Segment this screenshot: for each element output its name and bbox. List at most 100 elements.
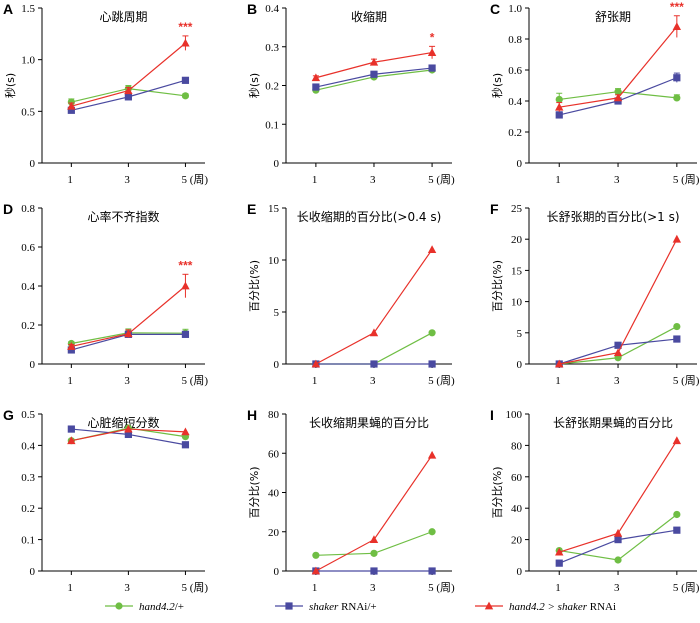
- x-tick-label: 3: [370, 582, 376, 594]
- data-point: [124, 424, 133, 433]
- data-point: [614, 556, 622, 564]
- x-tick-label: 5 (周): [673, 581, 700, 594]
- data-point: [555, 102, 564, 111]
- data-point: [555, 359, 564, 368]
- panel-title: 舒张期: [595, 10, 631, 24]
- data-point: [555, 111, 563, 119]
- data-point: [673, 335, 681, 343]
- y-tick-label: 0.4: [265, 3, 279, 15]
- legend-item-hand: hand4.2/+: [105, 601, 184, 613]
- x-tick-label: 3: [124, 174, 130, 186]
- significance-marker: ***: [178, 258, 192, 272]
- y-tick-label: 0.5: [21, 106, 35, 118]
- x-tick-label: 1: [67, 375, 73, 387]
- data-point: [555, 559, 563, 567]
- y-tick-label: 5: [274, 307, 280, 319]
- x-tick-label: 5 (周): [673, 173, 700, 186]
- series-hand: [555, 88, 681, 106]
- legend: hand4.2/+ shaker RNAi/+ hand4.2 > shaker R…: [105, 601, 616, 613]
- panel-title: 心率不齐指数: [87, 209, 159, 224]
- series-cross: [67, 424, 190, 445]
- x-tick-label: 3: [370, 375, 376, 387]
- data-point: [673, 526, 681, 534]
- series-cross: [555, 234, 682, 368]
- x-tick-label: 3: [124, 582, 130, 594]
- legend-label: hand4.2/+: [139, 601, 184, 613]
- data-point: [312, 551, 320, 559]
- data-point: [672, 436, 682, 445]
- y-tick-label: 0.4: [508, 96, 522, 108]
- x-tick-label: 1: [555, 375, 561, 387]
- y-tick-label: 0: [30, 359, 36, 371]
- panel-title: 收缩期: [351, 9, 387, 24]
- series-cross: [311, 450, 437, 575]
- legend-label: hand4.2 > shaker RNAi: [509, 601, 616, 613]
- y-tick-label: 60: [511, 472, 523, 484]
- series-cross: [67, 35, 190, 110]
- data-point: [181, 76, 190, 84]
- data-point: [555, 547, 564, 556]
- data-point: [613, 93, 623, 102]
- y-tick-label: 80: [268, 409, 280, 421]
- y-tick-label: 0.2: [265, 81, 279, 93]
- y-tick-label: 15: [268, 203, 280, 215]
- y-tick-label: 0: [274, 158, 280, 170]
- y-axis-label: 秒(s): [490, 73, 504, 98]
- panel-d: 0 0.2 0.4 0.6 0.8 1 3 5 (周) D 心率不齐指数 ***: [3, 201, 208, 387]
- x-tick-label: 5 (周): [428, 173, 455, 186]
- y-tick-label: 0.6: [21, 242, 35, 254]
- y-tick-label: 1.5: [21, 3, 35, 15]
- y-tick-label: 0.1: [265, 119, 279, 131]
- x-tick-label: 1: [312, 174, 318, 186]
- data-point: [370, 549, 378, 557]
- data-point: [428, 360, 436, 368]
- x-tick-label: 1: [312, 375, 318, 387]
- data-point: [370, 70, 378, 78]
- y-tick-label: 60: [268, 448, 280, 460]
- y-axis-label: 百分比(%): [248, 260, 261, 312]
- y-tick-label: 40: [268, 488, 280, 500]
- legend-marker: [484, 601, 494, 610]
- y-tick-label: 0.8: [21, 203, 35, 215]
- panel-f: 0 5 10 15 20 25 1 3 5 (周) F 长舒张期的百分比(>1 s) 百分比(%): [490, 201, 700, 387]
- data-point: [181, 281, 190, 290]
- data-point: [614, 88, 622, 96]
- y-tick-label: 25: [511, 203, 523, 215]
- legend-item-cross: hand4.2 > shaker RNAi: [475, 601, 616, 613]
- series-hand: [312, 528, 436, 559]
- y-axis-label: 秒(s): [247, 73, 261, 98]
- data-point: [181, 427, 190, 436]
- y-tick-label: 0.3: [21, 472, 35, 484]
- y-tick-label: 20: [511, 234, 523, 246]
- y-tick-label: 20: [268, 527, 280, 539]
- data-point: [67, 346, 75, 354]
- panel-e: 0 5 10 15 1 3 5 (周) E 长收缩期的百分比(>0.4 s) 百分比(%): [247, 201, 455, 387]
- data-point: [428, 329, 436, 337]
- x-tick-label: 5 (周): [428, 581, 455, 594]
- data-point: [427, 450, 437, 459]
- data-point: [124, 430, 132, 439]
- data-point: [614, 341, 622, 349]
- y-axis-label: 秒(s): [3, 73, 17, 98]
- data-point: [428, 567, 436, 575]
- y-tick-label: 10: [511, 297, 523, 309]
- data-point: [369, 57, 379, 66]
- data-point: [311, 566, 321, 575]
- data-point: [673, 94, 681, 102]
- series-hand: [312, 66, 436, 94]
- y-tick-label: 80: [511, 440, 523, 452]
- data-point: [370, 360, 378, 368]
- y-tick-label: 0: [30, 158, 36, 170]
- panel-title: 长收缩期果蝇的百分比: [309, 415, 429, 430]
- y-tick-label: 10: [268, 255, 280, 267]
- panel-letter: D: [3, 201, 13, 217]
- y-tick-label: 0: [517, 359, 523, 371]
- x-tick-label: 3: [614, 582, 620, 594]
- y-tick-label: 0.5: [21, 409, 35, 421]
- panel-letter: I: [490, 407, 494, 423]
- y-tick-label: 0.1: [21, 535, 35, 547]
- data-point: [124, 93, 132, 101]
